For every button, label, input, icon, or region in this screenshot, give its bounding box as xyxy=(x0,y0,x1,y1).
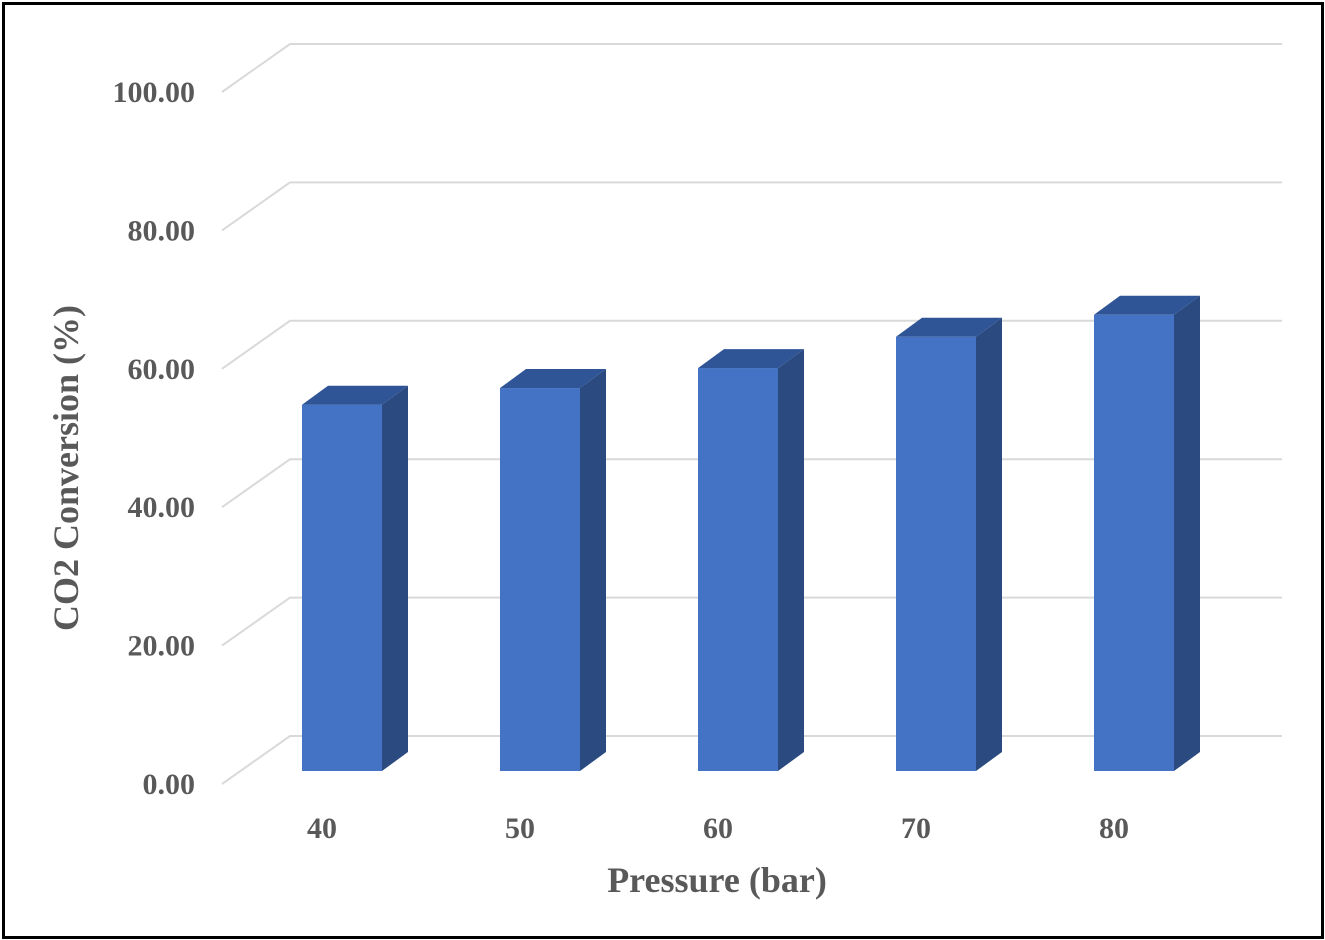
x-axis-title: Pressure (bar) xyxy=(607,860,827,900)
bar-top xyxy=(896,317,1002,337)
x-tick-label: 80 xyxy=(1099,812,1129,845)
x-tick-label: 60 xyxy=(703,812,733,845)
bar-front xyxy=(1094,314,1174,771)
x-axis-ticks: 40 50 60 70 80 xyxy=(307,812,1129,845)
y-axis-ticks: 0.00 20.00 40.00 60.00 80.00 100.00 xyxy=(113,76,196,801)
y-tick-label: 60.00 xyxy=(128,353,196,386)
bar xyxy=(500,369,606,771)
y-tick-label: 80.00 xyxy=(128,214,196,247)
y-tick-label: 100.00 xyxy=(113,76,196,109)
bar xyxy=(302,385,408,771)
y-tick-label: 40.00 xyxy=(128,491,196,524)
y-axis-title: CO2 Conversion (%) xyxy=(46,305,86,631)
x-tick-label: 50 xyxy=(505,812,535,845)
bar xyxy=(698,349,804,771)
bar-front xyxy=(500,388,580,771)
bar-side xyxy=(1174,295,1200,771)
y-tick-label: 0.00 xyxy=(143,768,196,801)
bar-side xyxy=(778,349,804,771)
bar-front xyxy=(302,404,382,771)
bar-top xyxy=(1094,295,1200,315)
x-tick-label: 40 xyxy=(307,812,337,845)
bar xyxy=(896,317,1002,771)
bar xyxy=(1094,295,1200,771)
bar-side xyxy=(976,317,1002,771)
gridline xyxy=(221,181,1282,232)
bar-top xyxy=(698,349,804,369)
bars xyxy=(302,295,1200,771)
gridline xyxy=(221,43,1282,93)
x-tick-label: 70 xyxy=(901,812,931,845)
bar-front xyxy=(896,336,976,771)
bar-front xyxy=(698,368,778,771)
bar-side xyxy=(382,385,408,771)
bar-top xyxy=(500,369,606,389)
y-tick-label: 20.00 xyxy=(128,630,196,663)
bar-side xyxy=(580,369,606,771)
bar-top xyxy=(302,385,408,405)
